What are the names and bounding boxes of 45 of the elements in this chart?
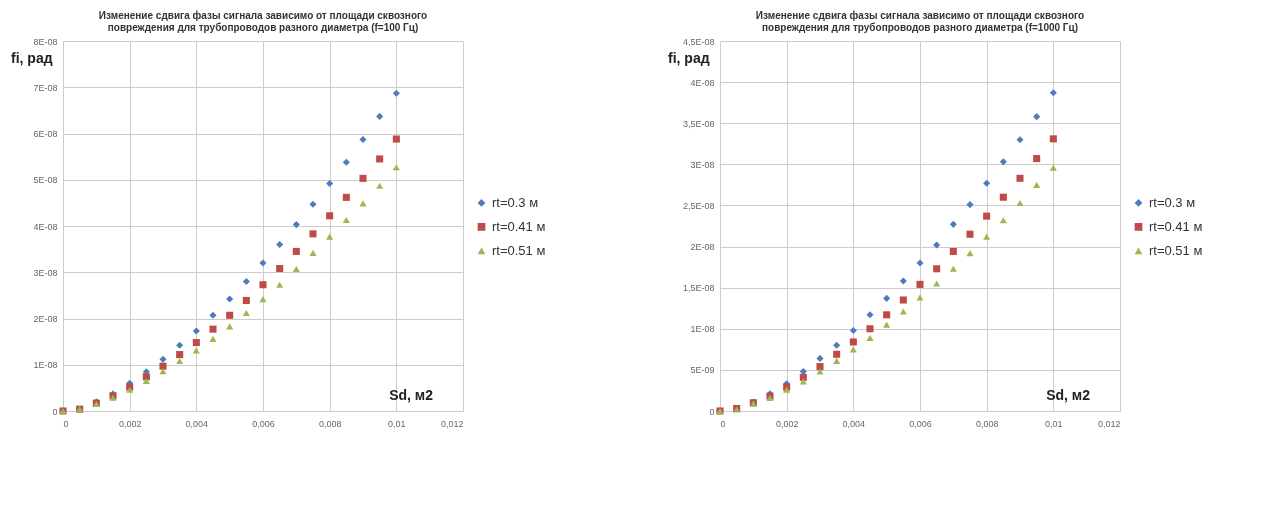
y-axis-title: fi, рад xyxy=(11,50,53,66)
y-tick-label: 0 xyxy=(52,406,58,417)
x-axis-title: Sd, м2 xyxy=(1046,387,1091,403)
legend-label: rt=0.41 м xyxy=(1149,218,1203,234)
x-tick-label: 0,002 xyxy=(775,418,799,429)
y-tick-label: 2,5E-08 xyxy=(682,200,715,211)
x-tick-label: 0,004 xyxy=(185,418,209,429)
y-tick-label: 1E-08 xyxy=(33,360,58,371)
y-tick-label: 5E-09 xyxy=(690,365,715,376)
y-tick-label: 1E-08 xyxy=(690,324,715,335)
x-tick-label: 0,002 xyxy=(118,418,142,429)
x-axis-title: Sd, м2 xyxy=(389,387,434,403)
x-tick-label: 0 xyxy=(63,418,69,429)
legend-label: rt=0.51 м xyxy=(1149,242,1203,258)
x-tick-label: 0,006 xyxy=(909,418,932,429)
y-tick-label: 4,5E-08 xyxy=(682,36,715,47)
chart-title: Изменение сдвига фазы сигнала зависимо от площади сквозного повреждения для трубопроводов разного диаметра (f=100 Гц) xyxy=(98,10,428,33)
legend-label: rt=0.3 м xyxy=(1149,194,1196,210)
y-tick-label: 4E-08 xyxy=(690,77,715,88)
legend-label: rt=0.41 м xyxy=(492,218,546,234)
y-tick-label: 3,5E-08 xyxy=(682,118,715,129)
y-tick-label: 2E-08 xyxy=(690,242,715,253)
x-tick-label: 0,004 xyxy=(842,418,866,429)
y-tick-label: 2E-08 xyxy=(33,314,58,324)
x-tick-label: 0,01 xyxy=(1045,418,1063,429)
y-tick-label: 5E-08 xyxy=(33,175,58,186)
y-tick-label: 0 xyxy=(709,406,715,417)
y-tick-label: 6E-08 xyxy=(33,129,58,139)
y-tick-label: 7E-08 xyxy=(33,82,58,93)
x-tick-label: 0 xyxy=(720,418,726,429)
y-tick-label: 3E-08 xyxy=(690,159,715,170)
y-tick-label: 1,5E-08 xyxy=(682,283,715,294)
x-tick-label: 0,006 xyxy=(252,418,275,429)
x-tick-label: 0,008 xyxy=(318,418,342,429)
x-tick-label: 0,008 xyxy=(975,418,999,429)
y-tick-label: 3E-08 xyxy=(33,267,58,278)
legend-label: rt=0.51 м xyxy=(492,242,546,258)
x-tick-label: 0,012 xyxy=(1097,418,1121,429)
y-tick-label: 8E-08 xyxy=(33,36,58,47)
x-tick-label: 0,01 xyxy=(388,418,406,429)
chart-title: Изменение сдвига фазы сигнала зависимо от площади сквозного повреждения для трубопроводов разного диаметра (f=1000 Гц) xyxy=(755,10,1085,33)
legend-label: rt=0.3 м xyxy=(492,194,539,210)
y-axis-title: fi, рад xyxy=(668,50,710,66)
x-tick-label: 0,012 xyxy=(440,418,464,429)
y-tick-label: 4E-08 xyxy=(33,221,58,232)
